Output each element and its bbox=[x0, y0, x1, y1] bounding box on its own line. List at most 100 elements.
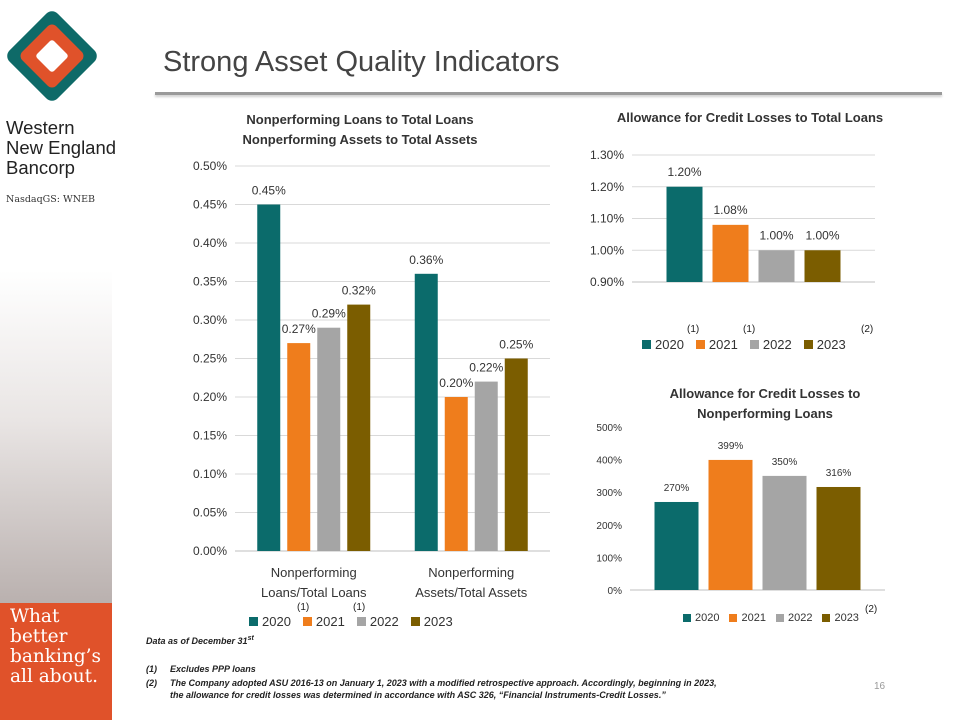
footnote-2-text-line-2: the allowance for credit losses was dete… bbox=[170, 690, 666, 700]
acl_npl-data-label-2022-0: 350% bbox=[772, 457, 798, 468]
npl-chart: 0.00% 0.05% 0.10% 0.15% 0.20% 0.25% 0.30% 0.35%… bbox=[193, 159, 550, 600]
npl-legend-label-2023: 2023 bbox=[423, 614, 453, 629]
acl_loans-legend-label-2021: 2021 bbox=[708, 337, 738, 352]
acl_npl-legend-swatch-2022 bbox=[775, 614, 784, 622]
data-as-of-note: Data as of December 31st bbox=[146, 635, 254, 646]
acl_loans-y-tick-label: 1.00% bbox=[590, 243, 624, 257]
npl-legend-swatch-2021 bbox=[302, 617, 312, 626]
acl-loans-chart-legend: 2020 2021 2022 2023 (1) (1) (2) bbox=[642, 324, 873, 352]
acl-npl-chart-title: Allowance for Credit Losses to Nonperfor… bbox=[600, 384, 930, 424]
acl_npl-data-label-2021-0: 399% bbox=[718, 441, 744, 452]
acl_npl-bar-2020-0 bbox=[654, 501, 699, 590]
acl_npl-legend-item-2021: 2021 bbox=[729, 612, 766, 624]
npl-data-label-2023-1: 0.25% bbox=[499, 338, 533, 352]
tagline-box: What better banking’s all about. bbox=[0, 603, 112, 720]
npl-bar-2022-0 bbox=[317, 327, 341, 551]
npl-legend-item-2023: 2023 bbox=[410, 614, 453, 629]
page-number: 16 bbox=[874, 681, 886, 692]
npl-legend-label-2020: 2020 bbox=[262, 614, 291, 629]
title-divider bbox=[155, 92, 942, 95]
npl-y-tick-label: 0.20% bbox=[193, 390, 227, 404]
acl_npl-legend-label-2022: 2022 bbox=[787, 612, 813, 624]
acl_loans-legend-footnote-2: (2) bbox=[861, 324, 874, 335]
company-logo bbox=[7, 11, 97, 101]
npl-y-tick-label: 0.15% bbox=[193, 429, 227, 443]
npl-bar-2023-1 bbox=[504, 358, 528, 551]
footnote-1-number: (1) bbox=[146, 664, 157, 674]
npl-data-label-2022-1: 0.22% bbox=[469, 361, 503, 375]
npl-bar-2021-0 bbox=[287, 343, 311, 551]
acl_npl-legend-label-2020: 2020 bbox=[695, 612, 720, 624]
npl-legend-swatch-2023 bbox=[410, 617, 420, 626]
npl-y-tick-label: 0.35% bbox=[193, 275, 227, 289]
npl-legend-label-2021: 2021 bbox=[315, 614, 345, 629]
acl_loans-bar-2023-0 bbox=[804, 250, 841, 282]
acl_npl-y-tick-label: 100% bbox=[596, 553, 622, 564]
npl-legend-swatch-2020 bbox=[249, 617, 258, 626]
acl_loans-legend-swatch-2020 bbox=[642, 340, 651, 349]
npl-chart-title-line-1: Nonperforming Loans to Total Loans bbox=[246, 112, 474, 127]
acl-npl-chart: 0% 100% 200% 300% 400% 500% 270% 399% 350% 316% bbox=[596, 423, 885, 597]
acl_loans-legend-item-2022: 2022 bbox=[749, 337, 792, 352]
npl-chart-legend: 2020 2021 2022 2023 (1) (1) bbox=[249, 602, 465, 629]
acl_npl-legend-swatch-2023 bbox=[822, 614, 831, 622]
footnote-2-number: (2) bbox=[146, 678, 157, 688]
acl_loans-legend-label-2023: 2023 bbox=[816, 337, 846, 352]
page-title: Strong Asset Quality Indicators bbox=[163, 46, 560, 78]
npl-bar-2020-0 bbox=[257, 204, 281, 551]
npl-y-tick-label: 0.25% bbox=[193, 352, 227, 366]
acl_npl-y-tick-label: 200% bbox=[596, 521, 622, 532]
npl-bar-2022-1 bbox=[474, 381, 498, 551]
npl-y-tick-label: 0.40% bbox=[193, 236, 227, 250]
acl_npl-legend-item-2020: 2020 bbox=[683, 612, 719, 624]
acl_npl-data-label-2020-0: 270% bbox=[664, 483, 690, 494]
acl_npl-legend-swatch-2021 bbox=[729, 614, 738, 622]
company-name: Western New England Bancorp bbox=[6, 117, 117, 178]
npl-data-label-2023-0: 0.32% bbox=[342, 284, 376, 298]
acl_npl-legend-item-2022: 2022 bbox=[775, 612, 813, 624]
npl-legend-footnote-0: (1) bbox=[297, 602, 310, 613]
acl_loans-bar-2021-0 bbox=[712, 224, 749, 282]
npl-y-tick-label: 0.05% bbox=[193, 506, 227, 520]
npl-category-label: Nonperforming bbox=[428, 565, 514, 580]
npl-data-label-2020-1: 0.36% bbox=[409, 253, 443, 267]
npl-category-label: Nonperforming bbox=[271, 565, 357, 580]
acl_npl-legend-label-2023: 2023 bbox=[834, 612, 859, 624]
acl_loans-y-tick-label: 0.90% bbox=[590, 275, 624, 289]
npl-data-label-2020-0: 0.45% bbox=[252, 184, 286, 198]
npl-data-label-2022-0: 0.29% bbox=[312, 307, 346, 321]
acl_npl-bar-2023-0 bbox=[816, 486, 861, 590]
data-as-of-text: Data as of December 31 bbox=[146, 636, 248, 646]
npl-y-tick-label: 0.50% bbox=[193, 159, 227, 173]
acl_npl-legend-footnote-0: (2) bbox=[865, 604, 878, 615]
acl_npl-data-label-2023-0: 316% bbox=[826, 468, 852, 479]
footnote-1-text: Excludes PPP loans bbox=[170, 664, 256, 674]
footnote-2: (2) The Company adopted ASU 2016-13 on Ja… bbox=[146, 677, 717, 701]
npl-bar-2021-1 bbox=[444, 397, 468, 551]
acl_loans-legend-swatch-2021 bbox=[695, 340, 705, 349]
acl_loans-legend-item-2020: 2020 bbox=[642, 337, 684, 352]
acl_loans-legend-swatch-2022 bbox=[749, 340, 759, 349]
acl_npl-bar-2021-0 bbox=[708, 459, 753, 590]
npl-chart-title-line-2: Nonperforming Assets to Total Assets bbox=[242, 132, 478, 147]
acl_loans-legend-item-2023: 2023 bbox=[803, 337, 846, 352]
acl_npl-legend-label-2021: 2021 bbox=[741, 612, 766, 624]
acl_npl-y-tick-label: 500% bbox=[596, 423, 622, 434]
npl-category-label: Assets/Total Assets bbox=[415, 585, 527, 600]
npl-legend-item-2021: 2021 bbox=[302, 614, 345, 629]
acl_loans-legend-item-2021: 2021 bbox=[695, 337, 738, 352]
acl_loans-data-label-2021-0: 1.08% bbox=[713, 203, 747, 217]
logo-inner-square bbox=[36, 40, 68, 72]
acl-loans-chart-title: Allowance for Credit Losses to Total Loa… bbox=[580, 108, 920, 128]
left-panel-gradient bbox=[0, 270, 112, 605]
acl_loans-bar-2020-0 bbox=[666, 186, 703, 282]
ticker-symbol: NasdaqGS: WNEB bbox=[6, 194, 95, 205]
acl_loans-legend-footnote-1: (1) bbox=[743, 324, 756, 335]
acl_loans-legend-label-2022: 2022 bbox=[762, 337, 792, 352]
npl-y-tick-label: 0.00% bbox=[193, 544, 227, 558]
acl_loans-data-label-2022-0: 1.00% bbox=[759, 228, 793, 242]
acl_npl-y-tick-label: 300% bbox=[596, 488, 622, 499]
acl_loans-legend-swatch-2023 bbox=[803, 340, 813, 349]
tagline: What better banking’s all about. bbox=[10, 606, 102, 687]
npl-category-label: Loans/Total Loans bbox=[261, 585, 367, 600]
